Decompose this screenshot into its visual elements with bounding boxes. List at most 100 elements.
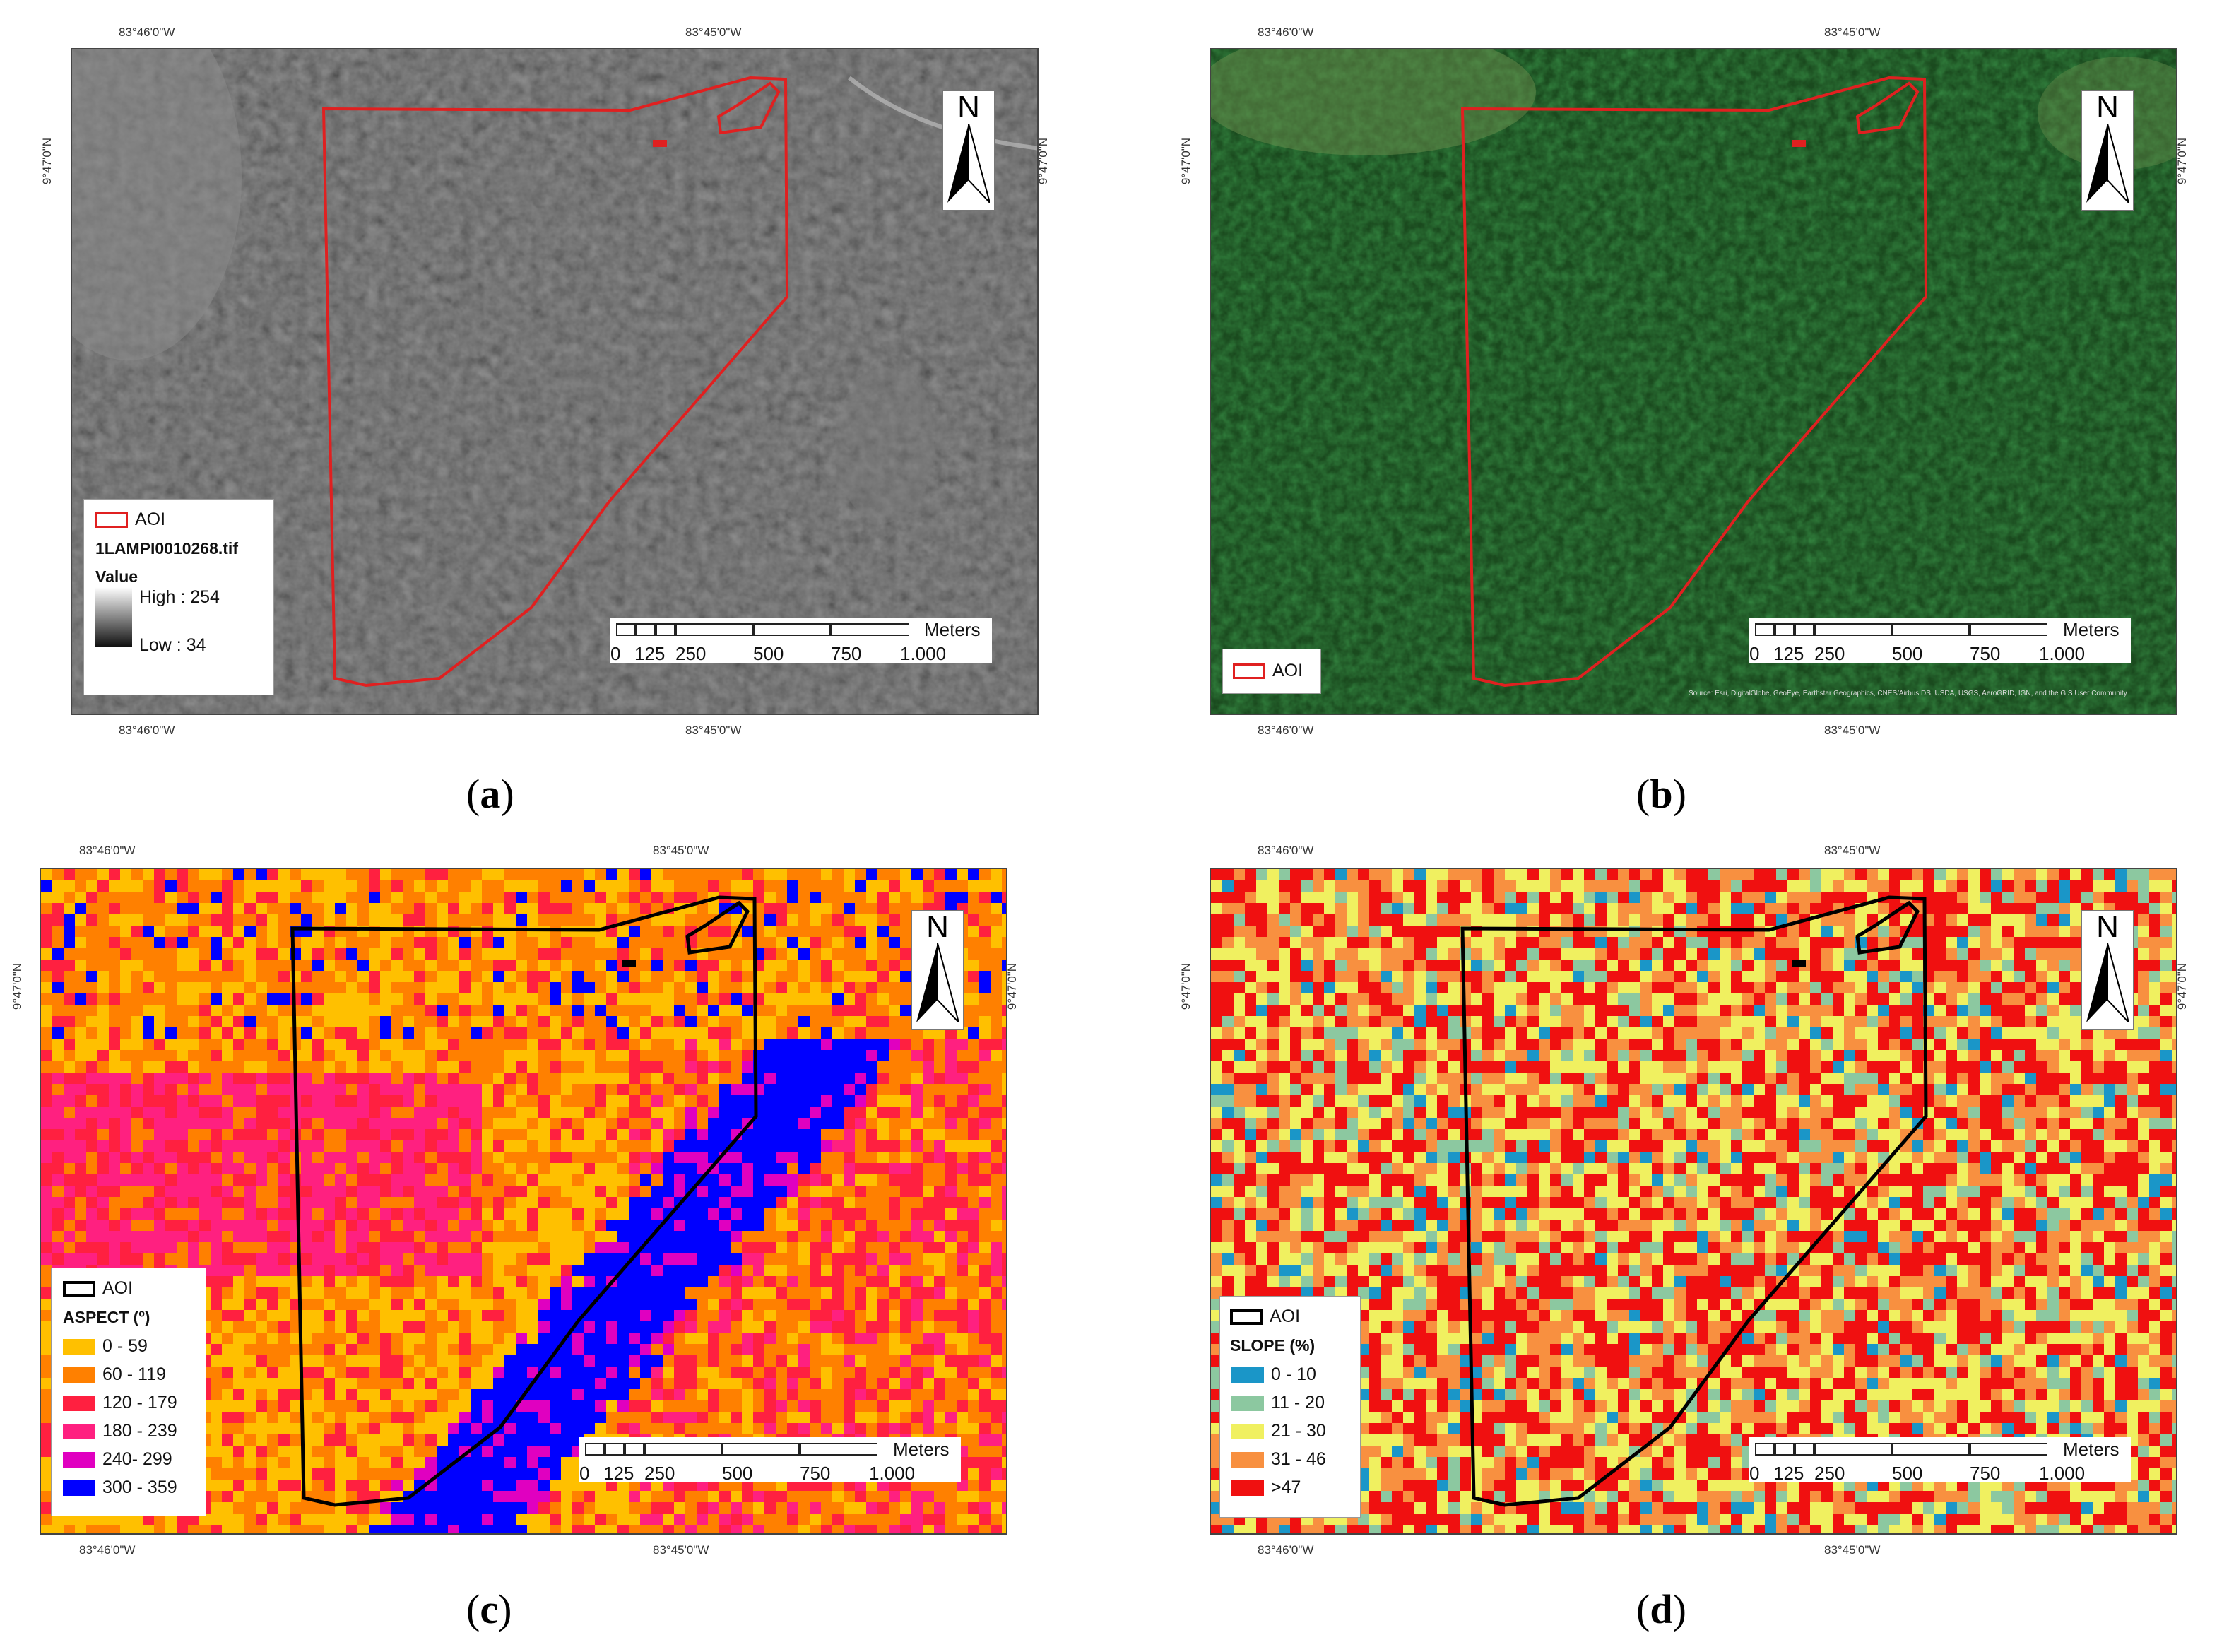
scalebar-unit: Meters <box>924 619 981 640</box>
legend-class-label: 180 - 239 <box>102 1421 177 1441</box>
legend-class-row: 21 - 30 <box>1231 1421 1326 1441</box>
aoi-outline-a <box>321 76 789 688</box>
lon-top-right: 83°45'0"W <box>685 25 742 39</box>
scale-tick: 500 <box>1892 1463 1923 1484</box>
lon-bottom-left: 83°46'0"W <box>79 1543 136 1557</box>
scale-tick: 750 <box>1970 1463 2001 1484</box>
legend-low-label: Low : 34 <box>139 635 206 655</box>
legend-class-row: 180 - 239 <box>63 1421 177 1441</box>
legend-class-label: 240- 299 <box>102 1449 172 1469</box>
legend-class-row: 31 - 46 <box>1231 1449 1326 1470</box>
aoi-outline-c <box>290 895 758 1507</box>
scale-tick: 250 <box>644 1463 675 1484</box>
map-frame-d: N Meters 0 125 250 500 750 1.000 AOI <box>1210 868 2177 1535</box>
scale-tick: 125 <box>1773 1463 1804 1484</box>
legend-swatch <box>1231 1423 1264 1439</box>
legend-aoi-label: AOI <box>1272 661 1303 680</box>
lat-left: 9°47'0"N <box>40 137 54 185</box>
caption-a: (a) <box>466 771 514 817</box>
scale-tick: 250 <box>1814 1463 1845 1484</box>
legend-swatch <box>63 1480 95 1496</box>
legend-swatch <box>1231 1395 1264 1411</box>
gradient-swatch <box>95 587 132 647</box>
scale-tick: 0 <box>610 643 621 664</box>
lat-left: 9°47'0"N <box>1179 137 1193 185</box>
lat-right: 9°47'0"N <box>1005 962 1019 1010</box>
scale-tick: 750 <box>831 643 862 664</box>
legend-class-row: 0 - 59 <box>63 1336 148 1357</box>
scale-tick: 0 <box>1749 643 1760 664</box>
legend-class-row: 300 - 359 <box>63 1477 177 1498</box>
lat-left: 9°47'0"N <box>1179 962 1193 1010</box>
legend-class-row: 60 - 119 <box>63 1364 166 1385</box>
legend-class-label: 31 - 46 <box>1271 1449 1326 1469</box>
legend-aoi-label: AOI <box>135 509 166 529</box>
legend-class-label: 120 - 179 <box>102 1393 177 1412</box>
legend-class-label: 0 - 59 <box>102 1336 148 1356</box>
north-label: N <box>2096 90 2119 124</box>
scale-tick: 500 <box>753 643 784 664</box>
legend-aoi-label: AOI <box>102 1278 134 1298</box>
aoi-outline-d <box>1460 895 1928 1507</box>
north-arrow-icon <box>916 943 959 1022</box>
scale-tick: 125 <box>1773 643 1804 664</box>
legend-class-row: 240- 299 <box>63 1449 172 1470</box>
legend-class-label: >47 <box>1271 1477 1301 1497</box>
legend-class-row: >47 <box>1231 1477 1301 1498</box>
lon-top-left: 83°46'0"W <box>1258 25 1314 39</box>
legend-a: AOI 1LAMPI0010268.tif Value High : 254 L… <box>83 499 274 695</box>
lat-right: 9°47'0"N <box>2175 962 2189 1010</box>
north-arrow-icon <box>2086 124 2129 203</box>
scale-tick: 750 <box>1970 643 2001 664</box>
legend-class-row: 120 - 179 <box>63 1393 177 1413</box>
lat-right: 9°47'0"N <box>2175 137 2189 185</box>
lon-top-right: 83°45'0"W <box>1824 25 1881 39</box>
lon-bottom-right: 83°45'0"W <box>1824 724 1881 737</box>
scalebar-b: Meters 0 125 250 500 750 1.000 <box>1749 618 2131 664</box>
scale-tick: 750 <box>800 1463 831 1484</box>
caption-b: (b) <box>1636 771 1686 817</box>
legend-swatch <box>1231 1367 1264 1383</box>
map-frame-c: N Meters 0 125 250 500 750 1.000 AOI <box>40 868 1007 1535</box>
legend-value-label: Value <box>95 567 138 586</box>
map-frame-a: N Meters 0 125 250 500 750 1.000 AOI <box>71 48 1039 715</box>
legend-d: AOI SLOPE (%) 0 - 10 11 - 20 21 - 30 31 - 4… <box>1219 1296 1361 1518</box>
legend-b: AOI <box>1222 649 1321 694</box>
north-arrow-c: N <box>911 910 964 1030</box>
legend-file-name: 1LAMPI0010268.tif <box>95 539 238 557</box>
scale-tick: 1.000 <box>2039 1463 2086 1484</box>
legend-class-label: 0 - 10 <box>1271 1364 1316 1384</box>
lon-bottom-right: 83°45'0"W <box>685 724 742 737</box>
scalebar-unit: Meters <box>893 1439 950 1460</box>
lon-top-left: 83°46'0"W <box>1258 844 1314 857</box>
scalebar-a: Meters 0 125 250 500 750 1.000 <box>610 618 992 664</box>
caption-c: (c) <box>466 1586 512 1632</box>
legend-high-label: High : 254 <box>139 587 220 607</box>
legend-swatch <box>63 1338 95 1355</box>
scale-tick: 0 <box>579 1463 590 1484</box>
lon-top-left: 83°46'0"W <box>119 25 175 39</box>
north-arrow-icon <box>947 124 990 203</box>
lat-right: 9°47'0"N <box>1036 137 1051 185</box>
legend-class-row: 11 - 20 <box>1231 1393 1325 1413</box>
legend-class-label: 300 - 359 <box>102 1477 177 1497</box>
legend-title: ASPECT (º) <box>63 1308 150 1326</box>
lon-top-right: 83°45'0"W <box>653 844 709 857</box>
imagery-attribution: Source: Esri, DigitalGlobe, GeoEye, Eart… <box>1689 690 2127 697</box>
scale-tick: 250 <box>1814 643 1845 664</box>
lon-top-left: 83°46'0"W <box>79 844 136 857</box>
satellite-imagery <box>1211 49 2176 714</box>
north-label: N <box>957 90 980 124</box>
legend-swatch <box>63 1423 95 1439</box>
legend-aoi-label: AOI <box>1270 1306 1301 1326</box>
lon-bottom-left: 83°46'0"W <box>119 724 175 737</box>
map-frame-b: N Meters 0 125 250 500 750 1.000 AOI <box>1210 48 2177 715</box>
lon-bottom-right: 83°45'0"W <box>653 1543 709 1557</box>
north-arrow-icon <box>2086 943 2129 1022</box>
lat-left: 9°47'0"N <box>11 962 25 1010</box>
legend-swatch <box>63 1451 95 1468</box>
legend-class-row: 0 - 10 <box>1231 1364 1316 1385</box>
scale-tick: 0 <box>1749 1463 1760 1484</box>
scale-tick: 125 <box>634 643 666 664</box>
scale-tick: 250 <box>675 643 707 664</box>
